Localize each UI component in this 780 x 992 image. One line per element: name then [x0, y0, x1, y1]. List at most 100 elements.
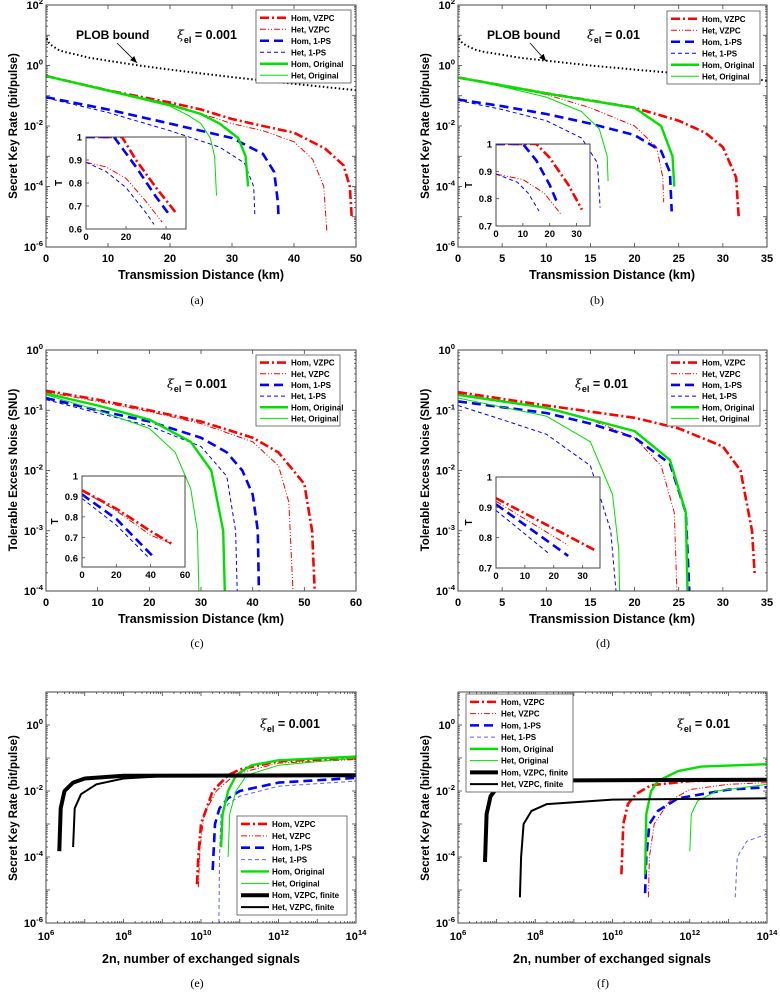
tick-label-base: 10 — [602, 931, 614, 943]
tick-label-exponent: -2 — [448, 783, 455, 792]
legend-label: Hom, Original — [702, 403, 754, 412]
legend-box — [236, 815, 348, 916]
tick-label-base: 10 — [436, 918, 448, 930]
xi-value: = 0.001 — [191, 28, 237, 42]
legend-label: Hom, VZPC — [291, 359, 335, 368]
inset-y-tick-label: 0.8 — [479, 533, 492, 544]
series-line-hom-1ps — [458, 400, 691, 591]
x-tick-label: 106 — [450, 928, 467, 943]
inset-x-tick-label: 20 — [111, 570, 122, 581]
y-axis-label: Secret Key Rate (bit/pulse) — [8, 735, 20, 881]
legend-label: Het, 1-PS — [291, 392, 327, 401]
legend-label: Het, 1-PS — [291, 48, 327, 57]
x-tick-label: 50 — [350, 253, 362, 265]
legend-label: Hom, 1-PS — [272, 844, 313, 853]
legend-label: Hom, VZPC — [702, 15, 746, 24]
tick-label-exponent: -6 — [448, 915, 455, 924]
tick-label-base: 10 — [450, 931, 462, 943]
legend-label: Het, 1-PS — [501, 733, 537, 742]
inset-x-tick-label: 40 — [161, 232, 172, 243]
legend-label: Het, VZPC — [702, 26, 741, 35]
tick-label-base: 10 — [24, 786, 36, 798]
legend-box — [666, 354, 761, 427]
inset-plot: 0 20 40 60 0.6 0.7 0.8 0.9 1 T — [50, 472, 190, 582]
axes-frame — [45, 349, 357, 592]
inset-y-tick-label: 1 — [487, 473, 493, 484]
legend: Hom, VZPC Het, VZPC Hom, 1-PS Het, 1-PS Hom,… — [255, 9, 352, 84]
series-line-het-orig — [458, 397, 621, 591]
tick-label-base: 10 — [24, 405, 36, 417]
xi-value: = 0.01 — [601, 28, 640, 42]
legend-label: Het, Original — [702, 72, 750, 81]
axes-frame — [457, 4, 768, 248]
tick-label-base: 10 — [24, 852, 36, 864]
y-tick-label: 10-2 — [24, 783, 43, 798]
legend-label: Het, VZPC, finite — [272, 903, 335, 912]
y-tick-label: 10-1 — [24, 402, 44, 417]
series-line-het-1ps — [458, 405, 617, 591]
tick-label-exponent: -2 — [448, 463, 455, 472]
legend: Hom, VZPC Het, VZPC Hom, 1-PS Het, 1-PS Hom,… — [666, 10, 761, 85]
y-tick-label: 10-2 — [24, 118, 43, 133]
tick-label-exponent: 8 — [539, 928, 544, 937]
y-tick-label: 10-2 — [24, 463, 43, 478]
y-tick-label: 10-2 — [436, 463, 455, 478]
inset-y-axis-label: T — [54, 180, 65, 186]
x-tick-label: 106 — [38, 928, 55, 943]
series-line-het-orig — [227, 757, 356, 858]
series-line-hom-vzpc — [458, 76, 740, 217]
inset-series-line-hom-1ps — [496, 503, 569, 557]
tick-label-base: 10 — [26, 61, 38, 73]
legend-label: Het, Original — [291, 414, 339, 423]
x-tick-label: 1012 — [268, 928, 289, 943]
x-tick-label: 1010 — [602, 928, 623, 943]
inset-series-line-hom-vzpc — [496, 144, 584, 211]
tick-label-base: 10 — [757, 931, 769, 943]
series-line-hom-finite — [57, 773, 356, 852]
legend-label: Hom, 1-PS — [702, 381, 743, 390]
series-group — [57, 755, 356, 923]
x-axis-label: Transmission Distance (km) — [529, 268, 695, 282]
tick-label-exponent: -4 — [36, 849, 44, 858]
x-tick-label: 10 — [102, 253, 114, 265]
legend-label: Hom, VZPC — [501, 698, 545, 707]
legend-label: Hom, Original — [272, 867, 324, 876]
y-tick-label: 10-6 — [24, 239, 43, 254]
inset-series-group — [82, 489, 172, 559]
xi-subscript: el — [684, 724, 692, 734]
series-group — [46, 38, 356, 233]
tick-label-exponent: -2 — [36, 463, 43, 472]
inset-y-tick-label: 0.7 — [479, 564, 492, 575]
y-tick-label: 10-4 — [436, 849, 456, 864]
inset-y-tick-label: 1 — [77, 133, 83, 144]
tick-label-exponent: 8 — [127, 928, 132, 937]
series-line-het-vzpc — [197, 759, 356, 888]
inset-y-axis-label: T — [464, 519, 475, 525]
tick-label-base: 10 — [26, 345, 38, 357]
inset-y-axis-label: T — [50, 518, 61, 524]
x-tick-label: 5 — [499, 597, 505, 609]
tick-label-exponent: 14 — [358, 928, 367, 937]
tick-label-base: 10 — [24, 121, 36, 133]
xi-symbol: ξ — [177, 27, 185, 42]
legend-label: Het, VZPC — [291, 370, 330, 379]
tick-label-base: 10 — [436, 405, 448, 417]
inset-area — [496, 477, 600, 568]
inset-series-group — [496, 144, 584, 215]
x-tick-label: 60 — [350, 597, 362, 609]
tick-label-base: 10 — [24, 526, 36, 538]
tick-label-exponent: 0 — [451, 717, 455, 726]
tick-label-exponent: -4 — [36, 179, 44, 188]
xi-symbol: ξ — [677, 716, 685, 731]
series-line-het-1ps — [458, 99, 601, 208]
series-line-hom-1ps — [46, 396, 261, 591]
inset-y-tick-label: 0.6 — [69, 225, 82, 236]
y-tick-label: 10-3 — [24, 523, 43, 538]
x-tick-label: 35 — [761, 597, 773, 609]
series-line-hom-1ps — [458, 98, 673, 212]
x-tick-label: 5 — [499, 253, 505, 265]
tick-label-base: 10 — [436, 786, 448, 798]
series-line-hom-orig — [458, 393, 689, 591]
